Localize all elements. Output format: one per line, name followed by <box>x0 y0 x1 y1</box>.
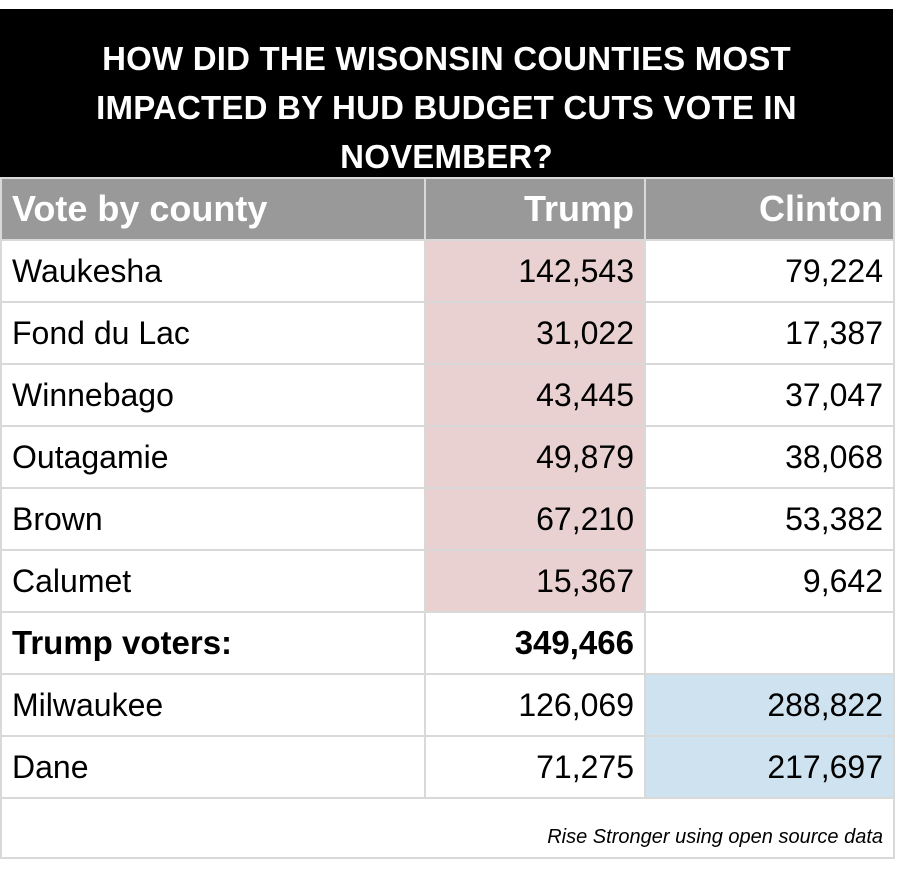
total-label: Trump voters: <box>0 611 426 675</box>
clinton-cell: 288,822 <box>644 673 895 737</box>
table-row: Milwaukee 126,069 288,822 <box>0 673 895 737</box>
table-row: Waukesha 142,543 79,224 <box>0 239 895 303</box>
total-empty-cell <box>644 611 895 675</box>
county-cell: Milwaukee <box>0 673 426 737</box>
header-county: Vote by county <box>0 177 426 241</box>
clinton-cell: 217,697 <box>644 735 895 799</box>
county-cell: Dane <box>0 735 426 799</box>
clinton-cell: 9,642 <box>644 549 895 613</box>
table-row: Outagamie 49,879 38,068 <box>0 425 895 489</box>
header-trump: Trump <box>424 177 646 241</box>
county-cell: Outagamie <box>0 425 426 489</box>
county-cell: Brown <box>0 487 426 551</box>
header-row: Vote by county Trump Clinton <box>0 177 895 241</box>
trump-cell: 31,022 <box>424 301 646 365</box>
trump-cell: 49,879 <box>424 425 646 489</box>
trump-cell: 126,069 <box>424 673 646 737</box>
clinton-cell: 79,224 <box>644 239 895 303</box>
trump-cell: 142,543 <box>424 239 646 303</box>
total-value: 349,466 <box>424 611 646 675</box>
table-row: Dane 71,275 217,697 <box>0 735 895 799</box>
table-row: Brown 67,210 53,382 <box>0 487 895 551</box>
trump-cell: 71,275 <box>424 735 646 799</box>
clinton-cell: 17,387 <box>644 301 895 365</box>
county-cell: Fond du Lac <box>0 301 426 365</box>
spreadsheet-table: HOW DID THE WISONSIN COUNTIES MOST IMPAC… <box>0 9 895 859</box>
header-clinton: Clinton <box>644 177 895 241</box>
table-row: Fond du Lac 31,022 17,387 <box>0 301 895 365</box>
source-row: Rise Stronger using open source data <box>0 797 895 859</box>
table-row: Calumet 15,367 9,642 <box>0 549 895 613</box>
county-cell: Calumet <box>0 549 426 613</box>
county-cell: Waukesha <box>0 239 426 303</box>
clinton-cell: 37,047 <box>644 363 895 427</box>
total-row: Trump voters: 349,466 <box>0 611 895 675</box>
county-cell: Winnebago <box>0 363 426 427</box>
vote-table: Vote by county Trump Clinton Waukesha 14… <box>0 177 895 859</box>
trump-cell: 15,367 <box>424 549 646 613</box>
table-row: Winnebago 43,445 37,047 <box>0 363 895 427</box>
trump-cell: 43,445 <box>424 363 646 427</box>
trump-cell: 67,210 <box>424 487 646 551</box>
clinton-cell: 38,068 <box>644 425 895 489</box>
source-note: Rise Stronger using open source data <box>0 797 895 859</box>
table-title: HOW DID THE WISONSIN COUNTIES MOST IMPAC… <box>0 9 893 177</box>
clinton-cell: 53,382 <box>644 487 895 551</box>
